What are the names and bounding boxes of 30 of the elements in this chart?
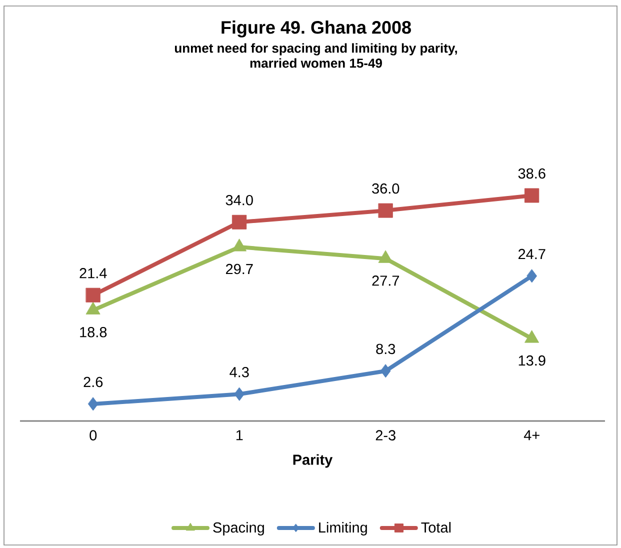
- chart-subtitle: unmet need for spacing and limiting by parity, married women 15-49: [174, 43, 457, 68]
- point: [378, 203, 393, 218]
- data-label: 13.9: [518, 355, 546, 366]
- x-tick-label: 4+: [524, 430, 540, 440]
- data-label: 36.0: [372, 183, 400, 194]
- data-label: 38.6: [518, 168, 546, 179]
- data-label: 8.3: [376, 344, 396, 354]
- data-label: 21.4: [80, 268, 107, 278]
- legend-label: Total: [421, 522, 451, 533]
- point: [86, 288, 100, 302]
- data-label: 4.3: [230, 367, 249, 378]
- point: [88, 397, 98, 411]
- data-label: 34.0: [226, 194, 253, 206]
- chart-title: Figure 49. Ghana 2008: [222, 20, 411, 38]
- data-label: 27.7: [372, 276, 400, 286]
- point: [232, 214, 247, 230]
- data-label: 18.8: [80, 327, 107, 338]
- point: [524, 188, 540, 203]
- x-tick-label: 2-3: [376, 430, 396, 440]
- point: [380, 364, 391, 378]
- legend-label: Limiting: [319, 522, 367, 536]
- data-label: 2.6: [84, 376, 103, 388]
- point: [526, 269, 537, 283]
- data-label: 24.7: [518, 248, 546, 260]
- data-label: 29.7: [226, 264, 253, 274]
- x-axis-title: Parity: [293, 454, 333, 468]
- x-tick-label: 1: [236, 430, 243, 440]
- point: [234, 387, 245, 401]
- legend-label: Spacing: [213, 522, 264, 536]
- x-tick-label: 0: [90, 430, 97, 440]
